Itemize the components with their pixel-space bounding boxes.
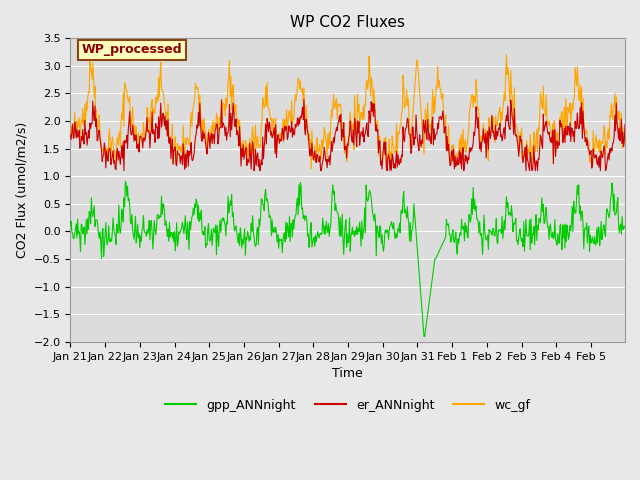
Y-axis label: CO2 Flux (umol/m2/s): CO2 Flux (umol/m2/s)	[15, 122, 28, 258]
Legend: gpp_ANNnight, er_ANNnight, wc_gf: gpp_ANNnight, er_ANNnight, wc_gf	[160, 394, 535, 417]
X-axis label: Time: Time	[332, 367, 363, 380]
Title: WP CO2 Fluxes: WP CO2 Fluxes	[290, 15, 405, 30]
Text: WP_processed: WP_processed	[81, 43, 182, 56]
